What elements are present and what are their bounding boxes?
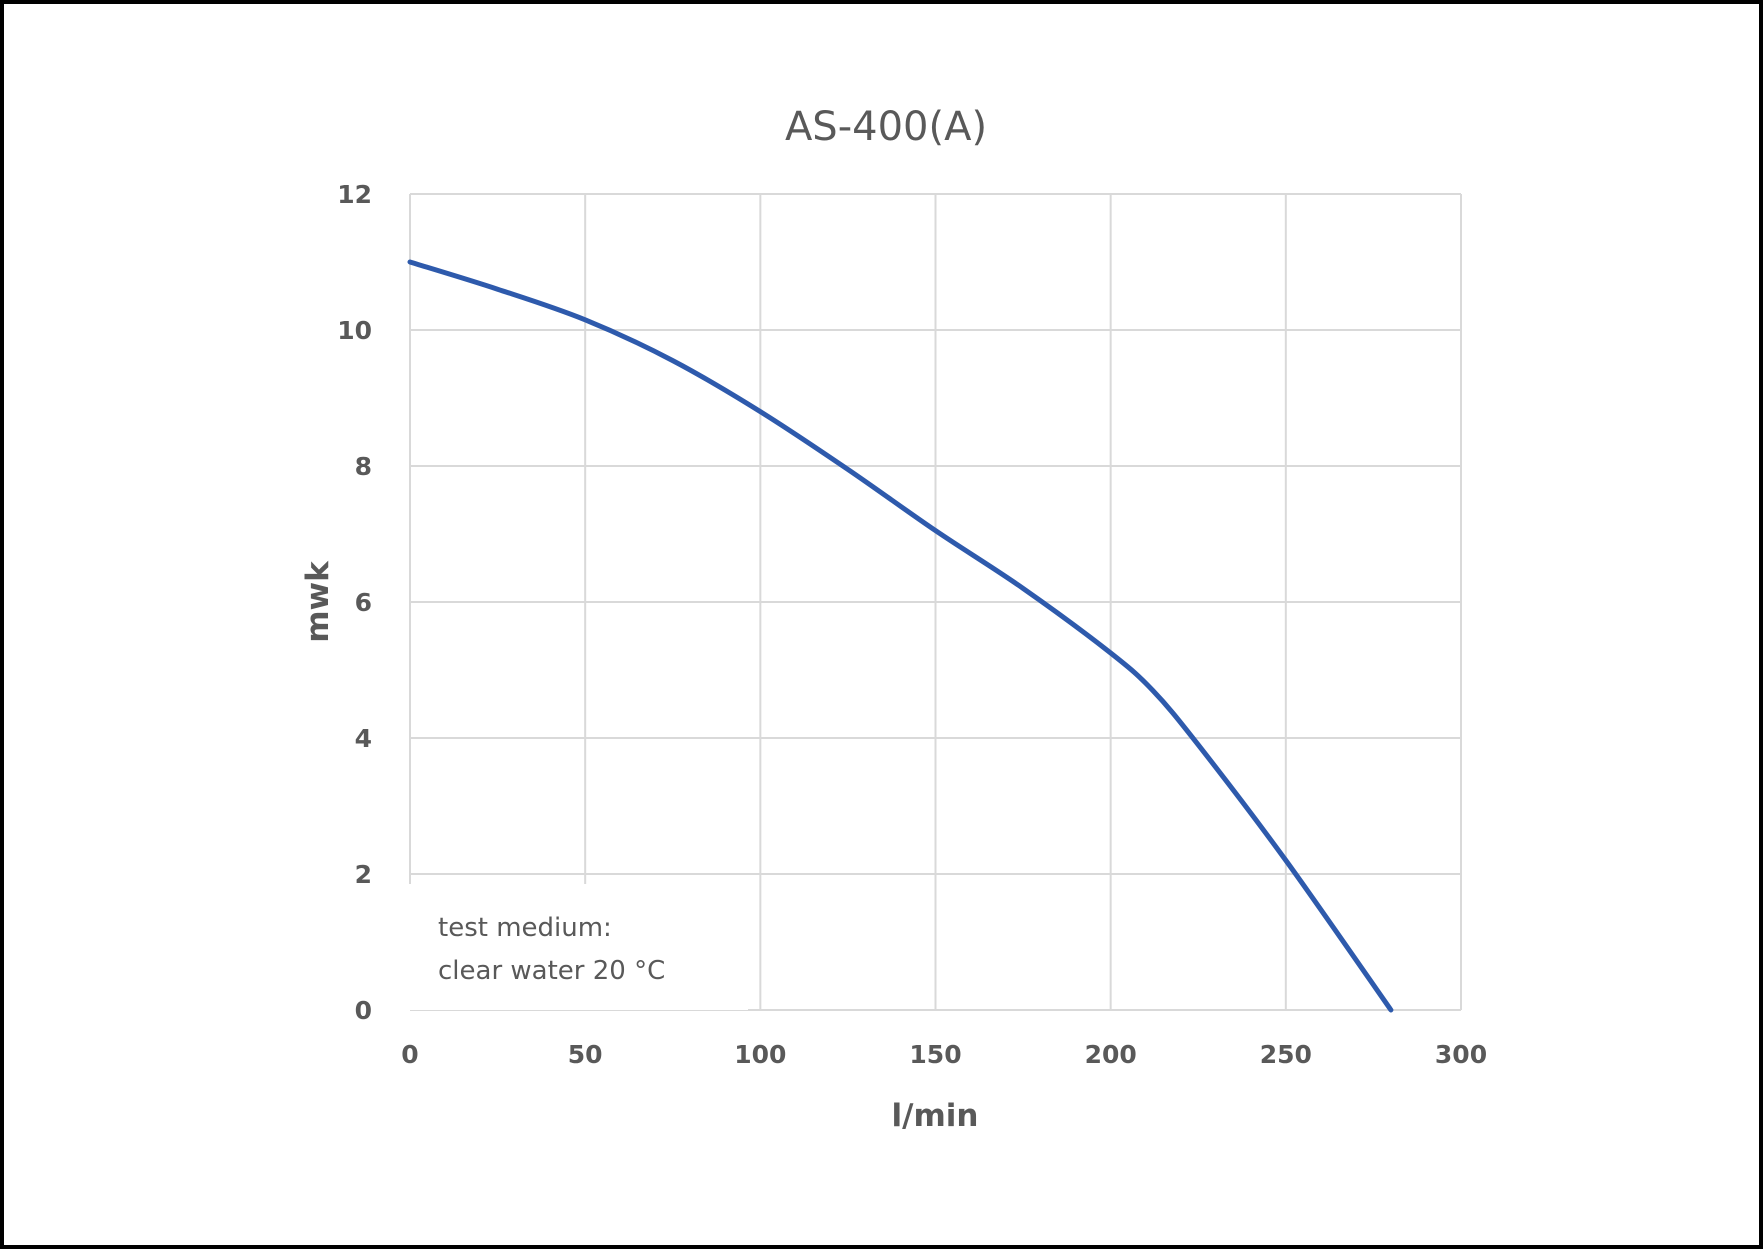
x-tick-label: 150	[909, 1040, 961, 1069]
grid	[409, 193, 1462, 1011]
y-tick-label: 6	[355, 588, 372, 617]
y-tick-label: 0	[355, 996, 372, 1025]
annotation-line-1: test medium:	[438, 913, 612, 943]
x-tick-label: 50	[568, 1040, 603, 1069]
y-tick-label: 8	[355, 452, 372, 481]
x-tick-label: 100	[734, 1040, 786, 1069]
x-tick-label: 200	[1085, 1040, 1137, 1069]
y-tick-label: 12	[337, 180, 372, 209]
y-tick-label: 4	[355, 724, 372, 753]
series-line-0	[407, 259, 1394, 1013]
chart-title: AS-400(A)	[785, 104, 987, 150]
y-axis-title: mwk	[300, 560, 336, 643]
pump-curve-chart: 0 50 100 150 200 250 300 0 2 4 6 8 10 12 AS-400(A) l/…	[300, 104, 1487, 1134]
x-tick-label: 0	[401, 1040, 418, 1069]
x-tick-label: 250	[1260, 1040, 1312, 1069]
tick-labels: 0 50 100 150 200 250 300 0 2 4 6 8 10 12	[337, 180, 1487, 1069]
x-axis-title: l/min	[892, 1098, 979, 1134]
y-tick-label: 10	[337, 316, 372, 345]
series-layer	[407, 259, 1394, 1013]
y-tick-label: 2	[355, 860, 372, 889]
annotation-line-2: clear water 20 °C	[438, 956, 665, 986]
x-tick-label: 300	[1435, 1040, 1487, 1069]
annotation-background	[406, 884, 748, 1010]
